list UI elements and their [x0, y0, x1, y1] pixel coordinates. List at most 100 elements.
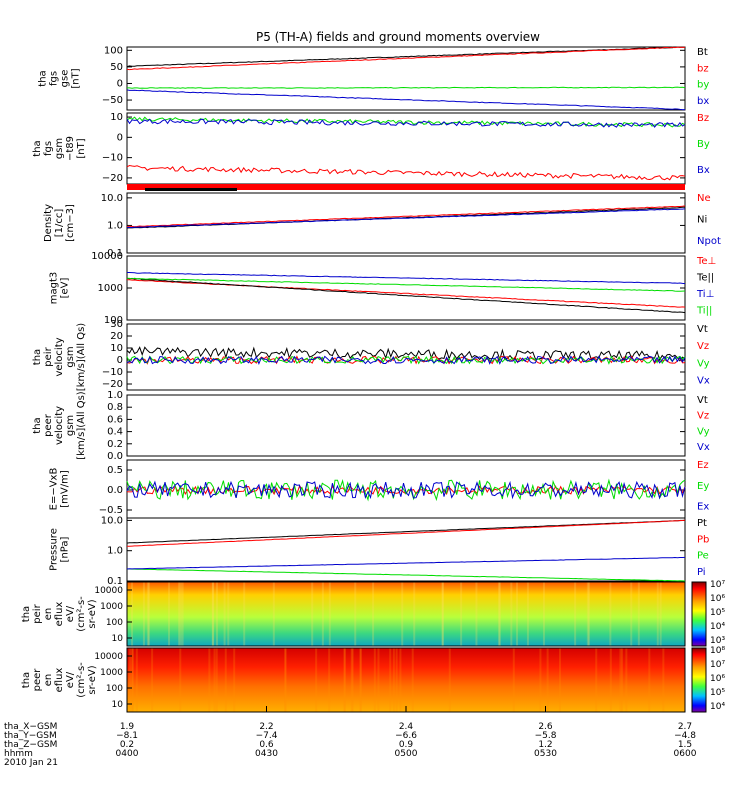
spectrogram-texture — [448, 648, 451, 712]
panel-ylabel: eflux — [54, 668, 65, 693]
panel-ylabel: peer — [32, 668, 43, 692]
series-line-Bx — [126, 118, 686, 128]
spectrogram-texture — [284, 648, 287, 712]
series-line-by — [127, 86, 686, 89]
spectrogram-texture — [399, 648, 402, 712]
panel-ylabel: gse — [60, 70, 71, 88]
y-tick-label: 0.0 — [107, 485, 123, 496]
y-tick-label: 1000 — [98, 283, 123, 294]
legend-label: Ey — [697, 481, 709, 492]
spectrogram-texture — [311, 582, 314, 646]
series-line-Pb — [126, 519, 686, 547]
panel-ylabel: tha — [32, 140, 43, 156]
spectrogram-texture — [411, 648, 414, 712]
spectrogram-texture — [131, 648, 134, 712]
spectrogram-texture — [179, 582, 182, 646]
panel-ylabel: sr-eV) — [87, 599, 98, 628]
spectrogram-texture — [328, 582, 331, 646]
panel-ylabel: tha — [38, 70, 49, 86]
colorbar-label: 10⁷ — [710, 580, 725, 590]
spectrogram-texture — [656, 582, 659, 646]
panel-ylabel: tha — [32, 349, 43, 365]
series-line-Ex — [126, 480, 686, 500]
spectrogram-texture — [413, 582, 416, 646]
panel-ylabel: (cm²-s- — [76, 596, 87, 632]
spectrogram-texture — [135, 648, 138, 712]
series-line-Te|| — [126, 277, 686, 314]
spectrogram-texture — [526, 582, 529, 646]
y-tick-label: 100 — [104, 315, 123, 326]
spectrogram-texture — [659, 582, 662, 646]
spectrogram-texture — [512, 648, 515, 712]
time-axis-row-label: tha_Z−GSM — [4, 740, 57, 750]
legend-label: Bt — [697, 47, 708, 58]
spectrogram-texture — [609, 582, 612, 646]
y-tick-label: 0.2 — [107, 439, 123, 450]
spectrogram-texture — [131, 582, 134, 646]
panel-ylabel: peer — [43, 413, 54, 437]
y-tick-label: 0 — [117, 132, 123, 143]
series-line-Pi — [126, 556, 686, 570]
panel-frame — [126, 517, 686, 582]
series-line-Vx — [126, 355, 686, 365]
panel-ylabel: [km/s](All Qs) — [76, 323, 87, 391]
legend-label: Pi — [697, 567, 706, 578]
x-tick-label: 0530 — [534, 749, 557, 759]
spectrogram-texture — [546, 648, 549, 712]
spectrogram-texture — [648, 648, 651, 712]
panel-peir_velocity: tha peir velocity gsm [km/s](All Qs) 3020100−… — [32, 319, 710, 391]
spectrogram-texture — [343, 648, 346, 712]
spectrogram-texture — [131, 648, 134, 712]
spectrogram-texture — [328, 648, 331, 712]
panel-ylabel: fgs — [43, 141, 54, 156]
legend-label: Vy — [697, 358, 710, 369]
spectrogram-texture — [539, 648, 542, 712]
series-line-Vt — [126, 346, 686, 362]
panel-ylabel: −t89 — [65, 136, 76, 161]
panel-frame — [126, 459, 686, 519]
y-tick-label: −20 — [102, 173, 123, 184]
y-tick-label: 1.0 — [107, 220, 123, 231]
legend-label: Ti|| — [696, 306, 712, 317]
spectrogram-texture — [243, 582, 246, 646]
y-tick-label: 10 — [110, 343, 123, 354]
panel-ylabel: [nT] — [71, 68, 82, 88]
spectrogram-texture — [441, 582, 444, 646]
y-tick-label: 50 — [110, 62, 123, 73]
spectrogram-texture — [574, 582, 577, 646]
spectrogram-texture — [475, 582, 478, 646]
panel-frame — [126, 46, 686, 111]
y-tick-label: 0 — [117, 355, 123, 366]
spectrogram-texture — [625, 648, 628, 712]
panel-frame — [126, 394, 686, 457]
spectrogram-texture — [212, 582, 215, 646]
y-tick-label: 10 — [110, 112, 123, 123]
y-tick-label: −20 — [102, 379, 123, 390]
spectrogram-image — [127, 582, 685, 646]
x-tick-label: −4.8 — [674, 731, 696, 741]
panel-ylabel: gsm — [65, 415, 76, 436]
spectrogram-texture — [359, 648, 362, 712]
spectrogram-texture — [151, 648, 154, 712]
x-tick-label: 2.6 — [538, 722, 553, 732]
spectrogram-texture — [621, 648, 624, 712]
legend-label: Vt — [697, 395, 708, 406]
y-tick-label: 1.0 — [107, 390, 123, 401]
panel-efield: E=−VxB [mV/m] 0.5 0.0 −0.5 Ez Ey Ex — [49, 459, 709, 519]
spectrogram-texture — [558, 648, 561, 712]
panel-ylabel: magt3 — [49, 272, 60, 305]
series-line-Pt — [126, 519, 686, 544]
x-tick-label: −5.8 — [535, 731, 557, 741]
spectrogram-texture — [542, 582, 545, 646]
spectrogram-texture — [619, 648, 622, 712]
x-tick-label: 0.9 — [399, 740, 414, 750]
legend-label: Vy — [697, 426, 710, 437]
panel-ylabel: fgs — [49, 71, 60, 86]
legend-label: Te⊥ — [696, 256, 716, 267]
legend-label: Ni — [697, 215, 707, 226]
series-line-Ni — [126, 206, 686, 229]
series-line-Ne — [127, 205, 686, 228]
panel-ylabel: Pressure — [49, 528, 60, 571]
spectrogram-texture — [315, 648, 318, 712]
